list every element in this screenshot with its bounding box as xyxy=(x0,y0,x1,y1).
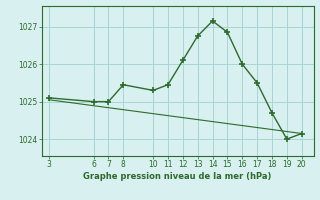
X-axis label: Graphe pression niveau de la mer (hPa): Graphe pression niveau de la mer (hPa) xyxy=(84,172,272,181)
